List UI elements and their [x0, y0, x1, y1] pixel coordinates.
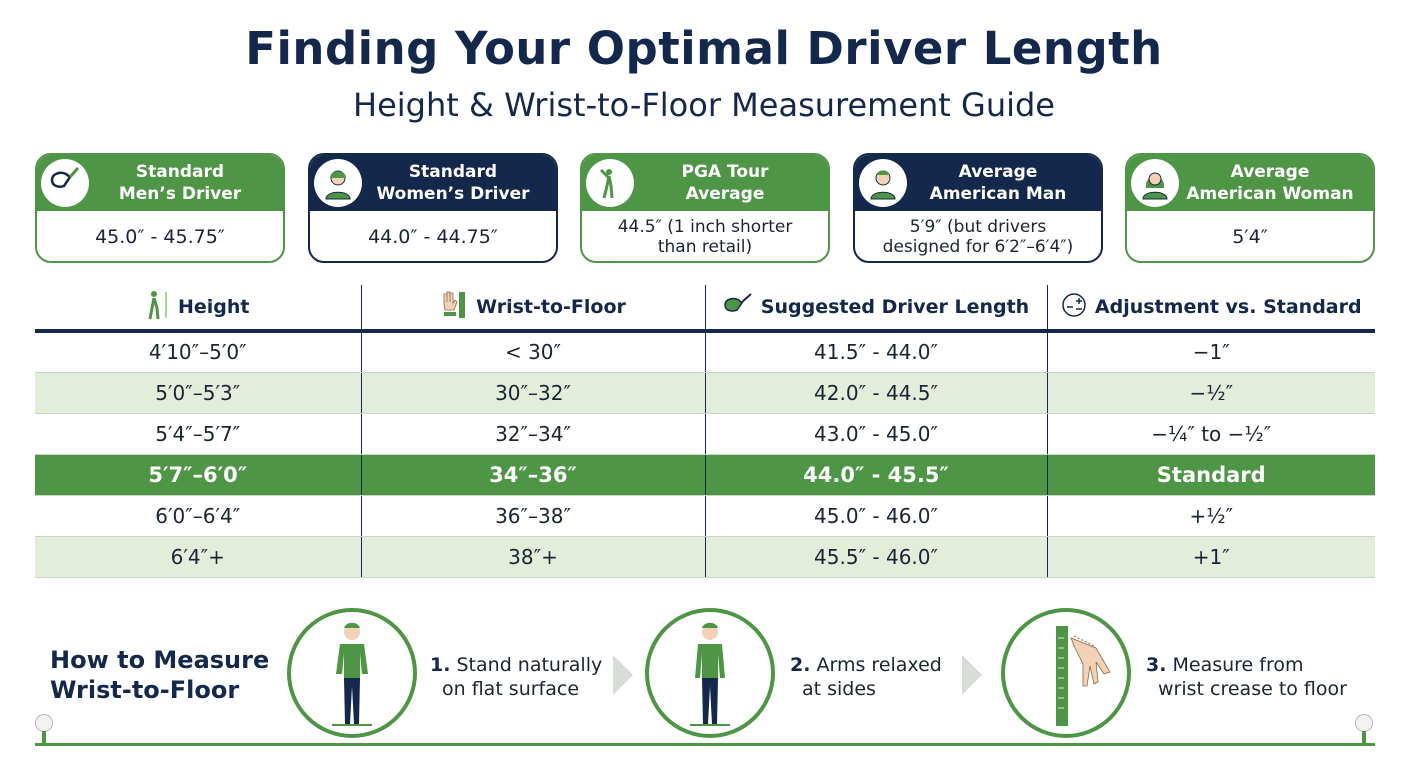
header-label: Height — [177, 295, 250, 318]
arms-relaxed-illustration — [645, 608, 775, 738]
golfer-height-icon — [146, 290, 170, 325]
table-cell: +1″ — [1046, 536, 1375, 578]
table-cell: 42.0″ - 44.5″ — [704, 372, 1047, 414]
chevron-right-icon — [962, 655, 982, 695]
card-average-american-woman: Average American Woman 5′4″ — [1125, 153, 1375, 263]
card-title: Average — [685, 184, 765, 204]
table-cell: +½″ — [1046, 495, 1375, 537]
card-average-american-man: Average American Man 5′9″ (but drivers de… — [853, 153, 1103, 263]
driver-head-icon — [723, 292, 753, 322]
table-row: 6′4″+ 38″+ 45.5″ - 46.0″ +1″ — [35, 536, 1375, 578]
step-number: 3. — [1146, 654, 1167, 676]
table-row: 6′0″–6′4″ 36″–38″ 45.0″ - 46.0″ +½″ — [35, 495, 1375, 537]
step-text: at sides — [802, 678, 876, 700]
step-text: Stand naturally — [456, 654, 603, 676]
step-number: 1. — [430, 654, 451, 676]
card-standard-mens-driver: Standard Men’s Driver 45.0″ - 45.75″ — [35, 153, 285, 263]
table-cell: 4′10″–5′0″ — [35, 331, 361, 373]
header-height: Height — [35, 285, 361, 333]
step-number: 2. — [790, 654, 811, 676]
chevron-right-icon — [613, 655, 633, 695]
card-standard-womens-driver: Standard Women’s Driver 44.0″ - 44.75″ — [308, 153, 558, 263]
header-label: Adjustment vs. Standard — [1094, 295, 1362, 318]
card-title: American Man — [929, 184, 1067, 204]
card-title: Standard — [408, 162, 498, 182]
card-title: Women’s Driver — [376, 184, 530, 204]
table-cell: 5′4″–5′7″ — [35, 413, 361, 455]
heading-line: Wrist-to-Floor — [50, 676, 240, 704]
golf-ball-icon — [1355, 714, 1373, 732]
table-cell: 43.0″ - 45.0″ — [704, 413, 1047, 455]
table-cell: 36″–38″ — [360, 495, 705, 537]
table-cell: 6′4″+ — [35, 536, 361, 578]
header-suggested-driver-length: Suggested Driver Length — [704, 285, 1047, 333]
how-to-measure-heading: How to Measure Wrist-to-Floor — [50, 645, 269, 705]
page-subtitle: Height & Wrist-to-Floor Measurement Guid… — [353, 86, 1055, 124]
table-cell: 41.5″ - 44.0″ — [704, 331, 1047, 373]
header-label: Wrist-to-Floor — [476, 295, 626, 318]
card-value: 5′9″ (but drivers designed for 6′2″–6′4″… — [882, 217, 1074, 257]
step-text: Measure from — [1172, 654, 1304, 676]
table-cell: 30″–32″ — [360, 372, 705, 414]
woman-golfer-icon — [314, 159, 362, 207]
table-cell: 45.0″ - 46.0″ — [704, 495, 1047, 537]
table-cell: −1″ — [1046, 331, 1375, 373]
table-cell: −½″ — [1046, 372, 1375, 414]
table-cell: 6′0″–6′4″ — [35, 495, 361, 537]
golf-tee-icon — [42, 731, 46, 743]
table-cell: 32″–34″ — [360, 413, 705, 455]
page-title: Finding Your Optimal Driver Length — [245, 22, 1163, 75]
card-title: American Woman — [1186, 184, 1354, 204]
woman-icon — [1131, 159, 1179, 207]
table-cell: 38″+ — [360, 536, 705, 578]
card-title: Average — [1230, 162, 1310, 182]
header-label: Suggested Driver Length — [760, 295, 1030, 318]
card-value: 44.5″ (1 inch shorter than retail) — [617, 217, 793, 257]
step-text: wrist crease to floor — [1158, 678, 1347, 700]
card-title: PGA Tour — [681, 162, 769, 182]
card-pga-tour-average: PGA Tour Average 44.5″ (1 inch shorter th… — [580, 153, 830, 263]
golf-ball-icon — [35, 714, 53, 732]
table-cell: < 30″ — [360, 331, 705, 373]
step-text: Arms relaxed — [816, 654, 942, 676]
table-cell: 44.0″ - 45.5″ — [704, 454, 1047, 496]
header-wrist-to-floor: Wrist-to-Floor — [360, 285, 705, 333]
step-3: 3. Measure from wrist crease to floor — [1146, 653, 1347, 701]
driver-length-table: Height Wrist-to-Floor Suggested Driver L… — [35, 285, 1375, 578]
step-1: 1. Stand naturally on flat surface — [430, 653, 602, 701]
table-cell: 5′0″–5′3″ — [35, 372, 361, 414]
card-value: 45.0″ - 45.75″ — [95, 226, 225, 248]
table-cell: 34″–36″ — [360, 454, 705, 496]
card-title: Standard — [135, 162, 225, 182]
step-text: on flat surface — [442, 678, 580, 700]
golfer-swing-icon — [586, 159, 634, 207]
table-row: 5′7″–6′0″ 34″–36″ 44.0″ - 45.5″ Standard — [35, 454, 1375, 496]
header-adjustment: Adjustment vs. Standard — [1046, 285, 1375, 333]
measure-wrist-illustration — [1001, 608, 1131, 738]
ground-line — [35, 743, 1375, 746]
table-cell: 5′7″–6′0″ — [35, 454, 361, 496]
card-title: Men’s Driver — [118, 184, 242, 204]
table-row: 5′0″–5′3″ 30″–32″ 42.0″ - 44.5″ −½″ — [35, 372, 1375, 414]
table-row: 4′10″–5′0″ < 30″ 41.5″ - 44.0″ −1″ — [35, 331, 1375, 373]
hand-ruler-icon — [440, 290, 468, 325]
golf-tee-icon — [1362, 731, 1366, 743]
stand-naturally-illustration — [287, 608, 417, 738]
table-cell: −¼″ to −½″ — [1046, 413, 1375, 455]
card-title: Average — [958, 162, 1038, 182]
step-2: 2. Arms relaxed at sides — [790, 653, 942, 701]
heading-line: How to Measure — [50, 646, 270, 674]
table-cell: Standard — [1046, 454, 1375, 496]
card-value: 44.0″ - 44.75″ — [368, 226, 498, 248]
table-row: 5′4″–5′7″ 32″–34″ 43.0″ - 45.0″ −¼″ to −½″ — [35, 413, 1375, 455]
driver-head-icon — [41, 159, 89, 207]
table-cell: 45.5″ - 46.0″ — [704, 536, 1047, 578]
plus-minus-icon — [1061, 292, 1087, 323]
man-icon — [859, 159, 907, 207]
card-value: 5′4″ — [1232, 226, 1268, 248]
